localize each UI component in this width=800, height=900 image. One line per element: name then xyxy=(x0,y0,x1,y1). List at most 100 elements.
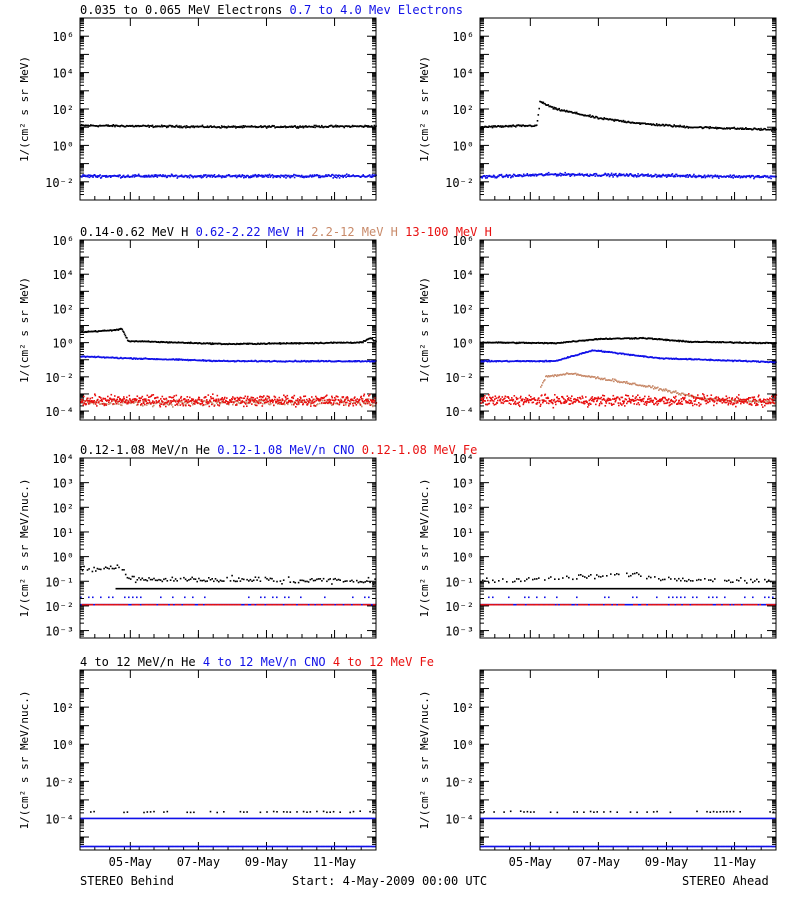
data-point xyxy=(610,379,612,382)
data-point xyxy=(94,330,97,332)
data-point xyxy=(213,174,216,176)
data-point xyxy=(170,400,172,402)
data-point xyxy=(760,342,763,344)
data-point xyxy=(132,398,134,401)
data-point xyxy=(258,400,260,402)
data-point xyxy=(319,126,321,129)
data-point xyxy=(200,400,203,403)
data-point xyxy=(603,117,605,119)
data-point xyxy=(104,403,106,405)
data-point xyxy=(301,399,304,401)
data-point xyxy=(674,125,676,127)
data-point xyxy=(292,126,295,128)
data-point xyxy=(300,126,302,128)
data-point xyxy=(596,350,598,352)
data-point xyxy=(147,175,149,178)
y-axis-label: 1/(cm² s sr MeV) xyxy=(418,56,431,162)
data-point xyxy=(648,123,650,125)
data-point xyxy=(566,372,568,374)
data-point xyxy=(338,177,341,179)
data-point xyxy=(687,127,690,129)
data-point xyxy=(564,373,566,376)
data-point xyxy=(359,398,361,401)
data-point xyxy=(505,173,508,176)
data-point xyxy=(212,397,215,400)
data-point xyxy=(597,349,600,352)
data-point xyxy=(250,398,252,400)
data-point xyxy=(275,401,278,404)
data-point xyxy=(617,119,620,122)
data-point xyxy=(261,399,263,402)
data-point xyxy=(498,125,500,127)
data-point xyxy=(265,401,268,403)
data-point xyxy=(126,337,128,339)
data-point xyxy=(145,174,148,177)
data-point xyxy=(87,397,89,400)
data-point xyxy=(226,397,228,399)
data-point xyxy=(757,176,759,178)
data-point xyxy=(200,176,203,179)
data-point xyxy=(101,398,103,401)
data-point xyxy=(483,360,486,362)
data-point xyxy=(153,404,155,407)
data-point xyxy=(311,396,313,398)
data-point xyxy=(185,399,188,401)
data-point xyxy=(235,126,238,128)
data-point xyxy=(231,398,234,401)
data-point xyxy=(186,396,189,398)
data-point xyxy=(177,400,179,402)
data-point xyxy=(495,126,498,128)
data-point xyxy=(166,402,168,404)
data-point xyxy=(216,126,219,128)
data-point xyxy=(368,174,371,176)
data-point xyxy=(210,397,213,400)
y-tick-label: 10² xyxy=(52,302,74,316)
data-point xyxy=(656,175,659,178)
data-point xyxy=(348,405,350,407)
data-point xyxy=(123,400,125,402)
data-point xyxy=(100,399,103,402)
data-point xyxy=(511,174,514,177)
data-point xyxy=(192,403,194,406)
data-point xyxy=(336,176,338,179)
data-point xyxy=(276,398,279,401)
data-point xyxy=(313,401,315,404)
data-point xyxy=(532,173,534,176)
data-point xyxy=(165,405,167,408)
data-point xyxy=(770,361,773,363)
data-point xyxy=(163,403,166,405)
data-point xyxy=(130,357,133,359)
data-point xyxy=(372,339,374,341)
data-point xyxy=(599,377,601,380)
data-point xyxy=(243,397,246,399)
data-point xyxy=(293,176,296,179)
data-point xyxy=(335,402,337,405)
data-point xyxy=(180,175,182,177)
data-point xyxy=(769,128,771,131)
data-point xyxy=(579,374,581,376)
data-point xyxy=(336,125,339,127)
data-point xyxy=(307,400,310,402)
data-point xyxy=(238,126,240,129)
data-point xyxy=(544,102,546,105)
data-point xyxy=(183,175,186,178)
data-point xyxy=(155,402,157,405)
data-point xyxy=(298,126,301,128)
data-point xyxy=(371,176,373,178)
data-point xyxy=(108,125,110,127)
data-point xyxy=(315,124,317,127)
data-point xyxy=(286,342,289,345)
data-point xyxy=(575,112,577,115)
data-point xyxy=(91,175,93,177)
data-point xyxy=(303,395,305,398)
data-point xyxy=(558,107,560,110)
data-point xyxy=(323,396,326,399)
data-point xyxy=(686,174,689,176)
data-point xyxy=(488,359,491,362)
data-point xyxy=(256,126,259,129)
data-point xyxy=(635,122,637,125)
data-point xyxy=(638,122,640,124)
data-point xyxy=(502,360,504,362)
data-point xyxy=(503,341,506,344)
data-point xyxy=(300,174,303,177)
